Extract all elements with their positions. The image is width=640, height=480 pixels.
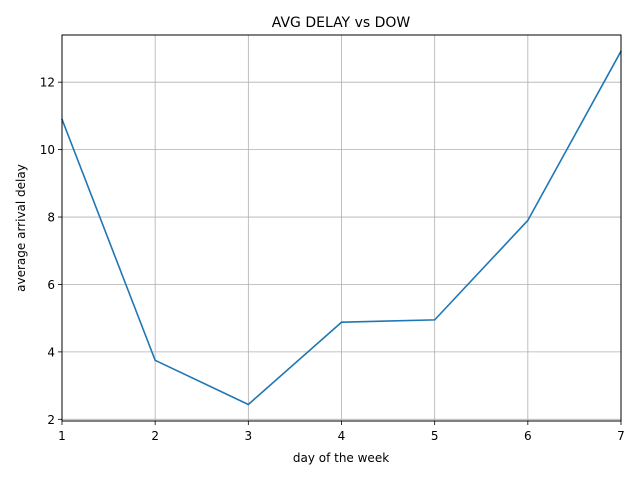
y-tick-label: 6 <box>47 278 55 292</box>
y-tick-label: 4 <box>47 345 55 359</box>
data-point <box>154 359 156 362</box>
data-point <box>247 403 250 406</box>
x-tick-label: 1 <box>58 429 66 443</box>
y-tick-label: 2 <box>47 413 55 427</box>
grid-lines <box>61 35 622 421</box>
x-tick-label: 4 <box>338 429 346 443</box>
y-tick-label: 12 <box>40 76 55 90</box>
y-axis-label: average arrival delay <box>14 164 28 292</box>
data-point <box>433 319 436 321</box>
x-tick-label: 6 <box>524 429 532 443</box>
y-axis: 2 4 6 8 10 12 <box>40 76 62 427</box>
x-tick-label: 7 <box>617 429 625 443</box>
chart-title: AVG DELAY vs DOW <box>272 15 411 31</box>
y-tick-label: 8 <box>47 211 55 225</box>
x-axis: 1 2 3 4 5 6 7 <box>58 421 625 443</box>
data-point <box>340 321 343 324</box>
x-tick-label: 2 <box>151 429 159 443</box>
x-tick-label: 3 <box>245 429 253 443</box>
data-point <box>527 219 529 222</box>
x-tick-label: 5 <box>431 429 439 443</box>
y-tick-label: 10 <box>40 143 55 157</box>
x-axis-label: day of the week <box>293 451 389 465</box>
